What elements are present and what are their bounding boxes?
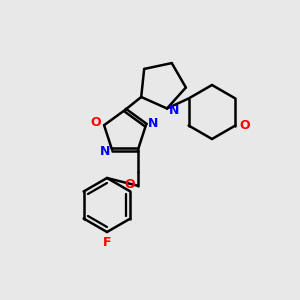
Text: F: F xyxy=(103,236,111,250)
Text: N: N xyxy=(100,145,110,158)
Text: O: O xyxy=(239,119,250,132)
Text: N: N xyxy=(169,104,179,117)
Text: O: O xyxy=(91,116,101,129)
Text: N: N xyxy=(148,117,158,130)
Text: O: O xyxy=(124,178,135,191)
